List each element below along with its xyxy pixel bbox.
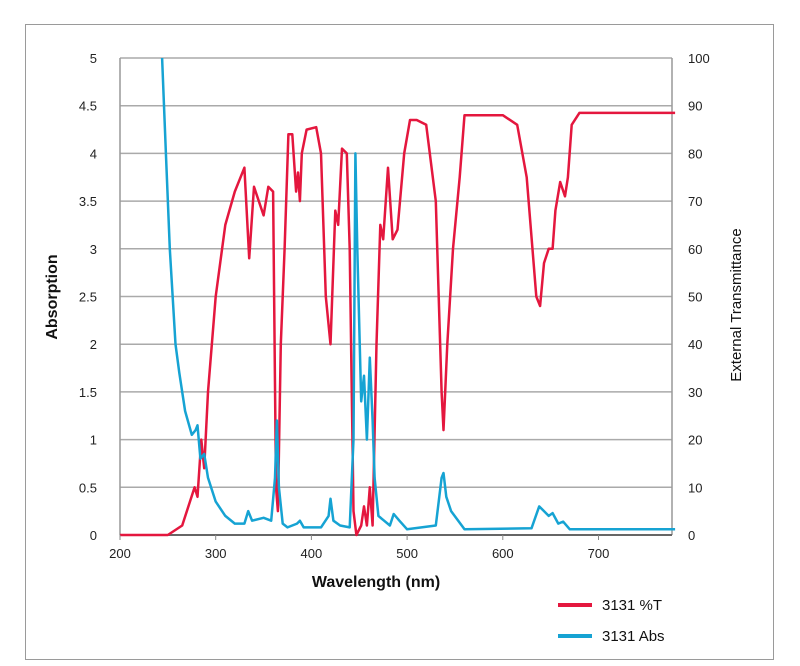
y-tick-label: 4 <box>90 146 97 161</box>
chart-frame <box>25 24 774 660</box>
transmittance-series-line <box>120 111 676 537</box>
y2-tick-label: 10 <box>688 480 702 495</box>
legend: 3131 %T 3131 Abs <box>558 597 665 645</box>
y2-tick-label: 100 <box>688 51 710 66</box>
x-tick-label: 700 <box>588 546 610 561</box>
y-tick-label: 0 <box>90 528 97 543</box>
y2-tick-label: 70 <box>688 194 702 209</box>
y2-tick-label: 0 <box>688 528 695 543</box>
y2-tick-label: 80 <box>688 146 702 161</box>
y-tick-label: 5 <box>90 51 97 66</box>
y2-tick-label: 90 <box>688 99 702 114</box>
x-tick-label: 600 <box>492 546 514 561</box>
y2-tick-label: 30 <box>688 385 702 400</box>
x-tick-label: 500 <box>396 546 418 561</box>
y2-tick-label: 60 <box>688 242 702 257</box>
y-tick-label: 0.5 <box>79 480 97 495</box>
x-axis-label: Wavelength (nm) <box>312 574 440 591</box>
legend-label-absorption: 3131 Abs <box>602 628 665 645</box>
y2-tick-label: 20 <box>688 433 702 448</box>
y2-tick-label: 50 <box>688 290 702 305</box>
y-tick-label: 4.5 <box>79 99 97 114</box>
x-tick-label: 400 <box>301 546 323 561</box>
y-tick-label: 1 <box>90 433 97 448</box>
legend-label-transmittance: 3131 %T <box>602 597 662 614</box>
y2-tick-label: 40 <box>688 337 702 352</box>
y-tick-label: 2 <box>90 337 97 352</box>
y2-axis-label: External Transmittance <box>728 228 745 381</box>
x-tick-label: 300 <box>205 546 227 561</box>
y-tick-label: 3 <box>90 242 97 257</box>
y-tick-label: 1.5 <box>79 385 97 400</box>
absorption-series-line <box>160 57 676 531</box>
y-tick-label: 3.5 <box>79 194 97 209</box>
y-tick-label: 2.5 <box>79 290 97 305</box>
x-tick-label: 200 <box>109 546 131 561</box>
y-axis-label: Absorption <box>44 254 61 339</box>
